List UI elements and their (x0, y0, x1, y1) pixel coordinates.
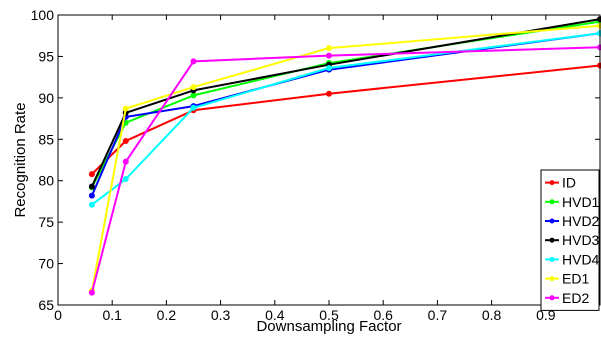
series-point-ed1 (326, 45, 332, 52)
legend-entry-label: ED2 (562, 290, 589, 306)
legend-entry-label: ED1 (562, 271, 589, 287)
x-tick-label: 0.4 (265, 307, 285, 323)
legend-marker (549, 199, 555, 205)
y-tick-label: 85 (38, 131, 54, 147)
y-tick-label: 65 (38, 297, 54, 313)
x-tick-label: 0.6 (373, 307, 393, 323)
series-point-hvd1 (190, 92, 197, 99)
x-tick-label: 0.8 (482, 307, 502, 323)
y-axis-label: Recognition Rate (12, 102, 29, 217)
y-tick-label: 95 (38, 48, 54, 64)
y-tick-label: 80 (38, 173, 54, 189)
series-point-hvd2 (88, 192, 95, 199)
x-tick-label: 0.3 (211, 307, 231, 323)
series-point-ed1 (190, 84, 197, 91)
legend-marker (549, 256, 555, 262)
legend-marker (549, 180, 555, 186)
y-tick-label: 75 (38, 214, 54, 230)
legend-marker (549, 276, 555, 282)
labels-layer: 0 0.1 0.2 0.3 0.4 0.5 0.6 0.7 0.8 0.9 65 70 75 80 85 90… (31, 7, 556, 323)
x-tick-label: 0.2 (157, 307, 177, 323)
x-tick-label: 0.9 (536, 307, 556, 323)
x-tick-label: 0 (54, 307, 62, 323)
series-point-hvd4 (88, 201, 95, 208)
series-point-hvd4 (326, 65, 332, 72)
series-point-ed2 (190, 58, 197, 65)
x-axis-label: Downsampling Factor (256, 318, 401, 335)
legend-entry-label: HVD4 (562, 251, 600, 267)
legend-entry-label: HVD1 (562, 194, 600, 210)
legend: ID HVD1 HVD2 HVD3 HVD4 ED1 ED2 (540, 169, 600, 311)
series-point-id (326, 90, 332, 97)
series-point-ed2 (326, 52, 332, 59)
legend-marker (549, 237, 555, 243)
series-point-ed2 (88, 289, 95, 296)
legend-entry-label: HVD2 (562, 213, 600, 229)
plot-frame (57, 14, 601, 306)
series-point-hvd3 (88, 183, 95, 190)
x-tick-label: 0.5 (319, 307, 339, 323)
x-tick-label: 0.1 (102, 307, 122, 323)
legend-marker (549, 295, 555, 301)
series-point-ed2 (122, 158, 129, 165)
series-point-hvd4 (122, 176, 129, 183)
legend-marker (549, 218, 555, 224)
series-point-ed1 (122, 105, 129, 112)
y-tick-label: 70 (38, 256, 54, 272)
legend-entry-label: HVD3 (562, 232, 600, 248)
legend-entry-label: ID (562, 175, 576, 191)
y-tick-label: 90 (38, 90, 54, 106)
series-point-id (88, 171, 95, 178)
series-point-id (122, 137, 129, 144)
y-tick-label: 100 (31, 7, 55, 23)
x-tick-label: 0.7 (428, 307, 448, 323)
series-point-hvd4 (190, 104, 197, 111)
